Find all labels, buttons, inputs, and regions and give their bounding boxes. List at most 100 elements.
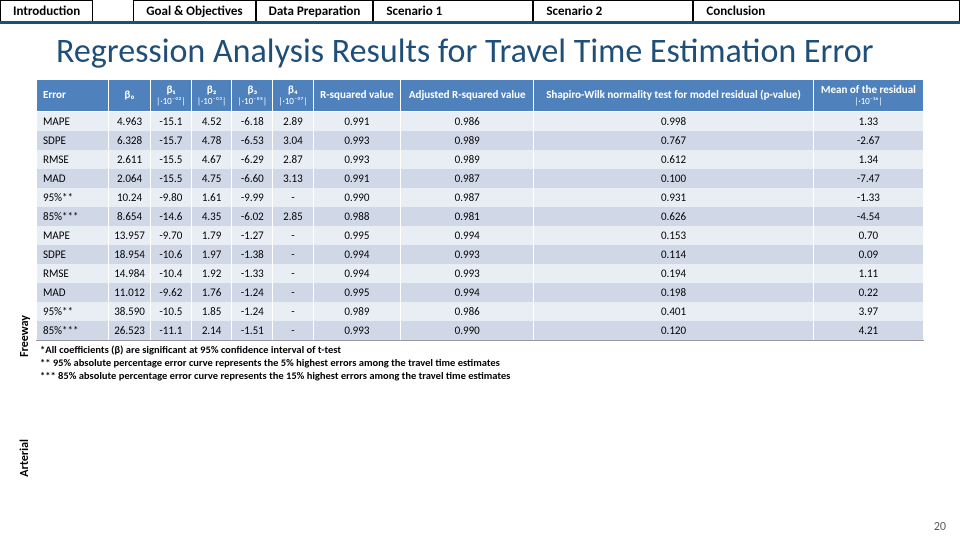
cell-b0: 6.328: [109, 131, 151, 150]
th-r2: R-squared value: [313, 80, 400, 112]
table-row: 85%***26.523-11.12.14-1.51-0.9930.9900.1…: [37, 321, 924, 340]
cell-b0: 11.012: [109, 283, 151, 302]
footnote-1: *All coefficients (β) are significant at…: [40, 343, 920, 356]
cell-b1: -10.5: [151, 302, 192, 321]
footnote-2: ** 95% absolute percentage error curve r…: [40, 356, 920, 369]
cell-mean: -4.54: [813, 207, 923, 226]
cell-b3: -1.24: [232, 302, 273, 321]
cell-b2: 1.79: [191, 226, 232, 245]
nav-conclusion[interactable]: Conclusion: [693, 0, 960, 21]
nav-goal[interactable]: Goal & Objectives: [133, 0, 255, 21]
cell-sw: 0.194: [534, 264, 813, 283]
cell-sw: 0.198: [534, 283, 813, 302]
cell-b3: -6.53: [232, 131, 273, 150]
table-row: 95%**10.24-9.801.61-9.99-0.9900.9870.931…: [37, 188, 924, 207]
cell-mean: 0.70: [813, 226, 923, 245]
nav-introduction[interactable]: Introduction: [0, 0, 93, 21]
cell-adjr2: 0.989: [401, 150, 534, 169]
cell-adjr2: 0.993: [401, 245, 534, 264]
cell-b2: 1.76: [191, 283, 232, 302]
cell-b1: -9.70: [151, 226, 192, 245]
cell-b4: 3.13: [273, 169, 313, 188]
cell-r2: 0.993: [313, 131, 400, 150]
cell-b4: 2.89: [273, 112, 313, 132]
cell-b0: 2.064: [109, 169, 151, 188]
cell-error: MAPE: [37, 226, 109, 245]
th-shapiro: Shapiro-Wilk normality test for model re…: [534, 80, 813, 112]
cell-r2: 0.994: [313, 264, 400, 283]
cell-error: 85%***: [37, 207, 109, 226]
nav-scenario-1[interactable]: Scenario 1: [373, 0, 533, 21]
cell-b2: 4.78: [191, 131, 232, 150]
cell-error: RMSE: [37, 264, 109, 283]
cell-adjr2: 0.987: [401, 169, 534, 188]
table-row: MAPE4.963-15.14.52-6.182.890.9910.9860.9…: [37, 112, 924, 132]
th-adjr2: Adjusted R-squared value: [401, 80, 534, 112]
cell-mean: 1.11: [813, 264, 923, 283]
cell-b4: -: [273, 245, 313, 264]
cell-mean: 1.34: [813, 150, 923, 169]
cell-b4: -: [273, 302, 313, 321]
page-title: Regression Analysis Results for Travel T…: [0, 24, 960, 79]
cell-b3: -1.33: [232, 264, 273, 283]
cell-b0: 14.984: [109, 264, 151, 283]
group-label-arterial: Arterial: [18, 439, 32, 477]
cell-b4: 3.04: [273, 131, 313, 150]
footnote-3: *** 85% absolute percentage error curve …: [40, 369, 920, 382]
nav-data-prep[interactable]: Data Preparation: [256, 0, 374, 21]
cell-b4: 2.85: [273, 207, 313, 226]
cell-adjr2: 0.986: [401, 112, 534, 132]
footnotes: *All coefficients (β) are significant at…: [36, 340, 924, 384]
cell-b3: -6.02: [232, 207, 273, 226]
cell-b1: -9.62: [151, 283, 192, 302]
cell-r2: 0.991: [313, 169, 400, 188]
cell-b1: -11.1: [151, 321, 192, 340]
cell-b3: -1.38: [232, 245, 273, 264]
cell-b3: -9.99: [232, 188, 273, 207]
cell-r2: 0.993: [313, 150, 400, 169]
cell-mean: -2.67: [813, 131, 923, 150]
cell-adjr2: 0.994: [401, 226, 534, 245]
cell-r2: 0.995: [313, 226, 400, 245]
cell-mean: 3.97: [813, 302, 923, 321]
cell-b4: 2.87: [273, 150, 313, 169]
cell-adjr2: 0.986: [401, 302, 534, 321]
cell-b2: 1.85: [191, 302, 232, 321]
th-b3: β₃|·10⁻⁰⁵|: [232, 80, 273, 112]
cell-b2: 4.75: [191, 169, 232, 188]
cell-b1: -9.80: [151, 188, 192, 207]
table-row: MAD2.064-15.54.75-6.603.130.9910.9870.10…: [37, 169, 924, 188]
cell-b2: 1.97: [191, 245, 232, 264]
th-error: Error: [37, 80, 109, 112]
cell-sw: 0.120: [534, 321, 813, 340]
cell-sw: 0.401: [534, 302, 813, 321]
group-label-freeway: Freeway: [18, 315, 32, 357]
cell-sw: 0.612: [534, 150, 813, 169]
cell-b2: 4.35: [191, 207, 232, 226]
cell-adjr2: 0.994: [401, 283, 534, 302]
cell-b2: 1.92: [191, 264, 232, 283]
cell-b4: -: [273, 188, 313, 207]
cell-adjr2: 0.981: [401, 207, 534, 226]
cell-b2: 1.61: [191, 188, 232, 207]
th-b1: β₁|·10⁻⁰²|: [151, 80, 192, 112]
cell-b0: 26.523: [109, 321, 151, 340]
cell-b0: 4.963: [109, 112, 151, 132]
cell-error: SDPE: [37, 131, 109, 150]
cell-b0: 38.590: [109, 302, 151, 321]
cell-sw: 0.153: [534, 226, 813, 245]
cell-error: 85%***: [37, 321, 109, 340]
nav-scenario-2[interactable]: Scenario 2: [533, 0, 693, 21]
cell-b4: -: [273, 264, 313, 283]
cell-b1: -10.6: [151, 245, 192, 264]
cell-b4: -: [273, 321, 313, 340]
cell-r2: 0.994: [313, 245, 400, 264]
cell-sw: 0.998: [534, 112, 813, 132]
cell-adjr2: 0.989: [401, 131, 534, 150]
cell-b3: -1.51: [232, 321, 273, 340]
table-row: RMSE14.984-10.41.92-1.33-0.9940.9930.194…: [37, 264, 924, 283]
table-row: MAD11.012-9.621.76-1.24-0.9950.9940.1980…: [37, 283, 924, 302]
cell-b0: 8.654: [109, 207, 151, 226]
nav-bar: Introduction Goal & Objectives Data Prep…: [0, 0, 960, 24]
cell-mean: 0.09: [813, 245, 923, 264]
